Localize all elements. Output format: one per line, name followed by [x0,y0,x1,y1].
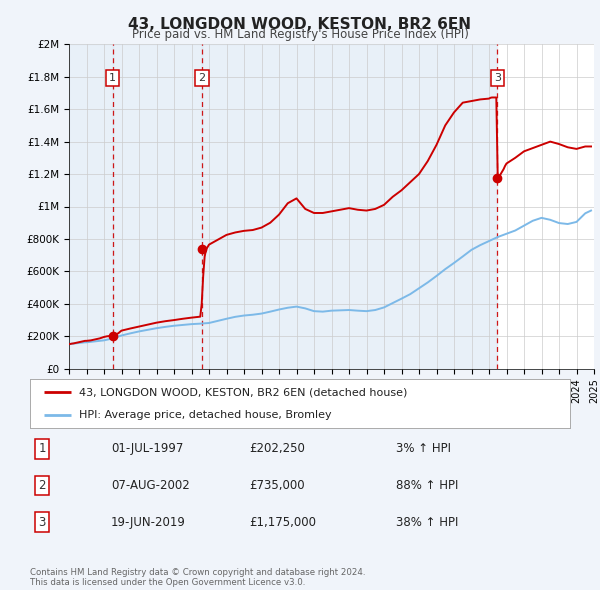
Text: £735,000: £735,000 [249,479,305,492]
Text: £202,250: £202,250 [249,442,305,455]
Text: 43, LONGDON WOOD, KESTON, BR2 6EN (detached house): 43, LONGDON WOOD, KESTON, BR2 6EN (detac… [79,388,407,398]
Text: 07-AUG-2002: 07-AUG-2002 [111,479,190,492]
Text: 3% ↑ HPI: 3% ↑ HPI [396,442,451,455]
Text: 1: 1 [38,442,46,455]
Text: 3: 3 [494,73,501,83]
Text: 2: 2 [199,73,206,83]
Bar [69,44,113,369]
Text: 1: 1 [109,73,116,83]
Text: Contains HM Land Registry data © Crown copyright and database right 2024.
This d: Contains HM Land Registry data © Crown c… [30,568,365,587]
Text: 38% ↑ HPI: 38% ↑ HPI [396,516,458,529]
Bar [202,44,497,369]
Text: 3: 3 [38,516,46,529]
Text: 88% ↑ HPI: 88% ↑ HPI [396,479,458,492]
Text: 19-JUN-2019: 19-JUN-2019 [111,516,186,529]
Text: £1,175,000: £1,175,000 [249,516,316,529]
Text: Price paid vs. HM Land Registry's House Price Index (HPI): Price paid vs. HM Land Registry's House … [131,28,469,41]
Text: 43, LONGDON WOOD, KESTON, BR2 6EN: 43, LONGDON WOOD, KESTON, BR2 6EN [128,17,472,31]
Text: HPI: Average price, detached house, Bromley: HPI: Average price, detached house, Brom… [79,409,331,419]
Text: 01-JUL-1997: 01-JUL-1997 [111,442,184,455]
Text: 2: 2 [38,479,46,492]
Bar [113,44,202,369]
